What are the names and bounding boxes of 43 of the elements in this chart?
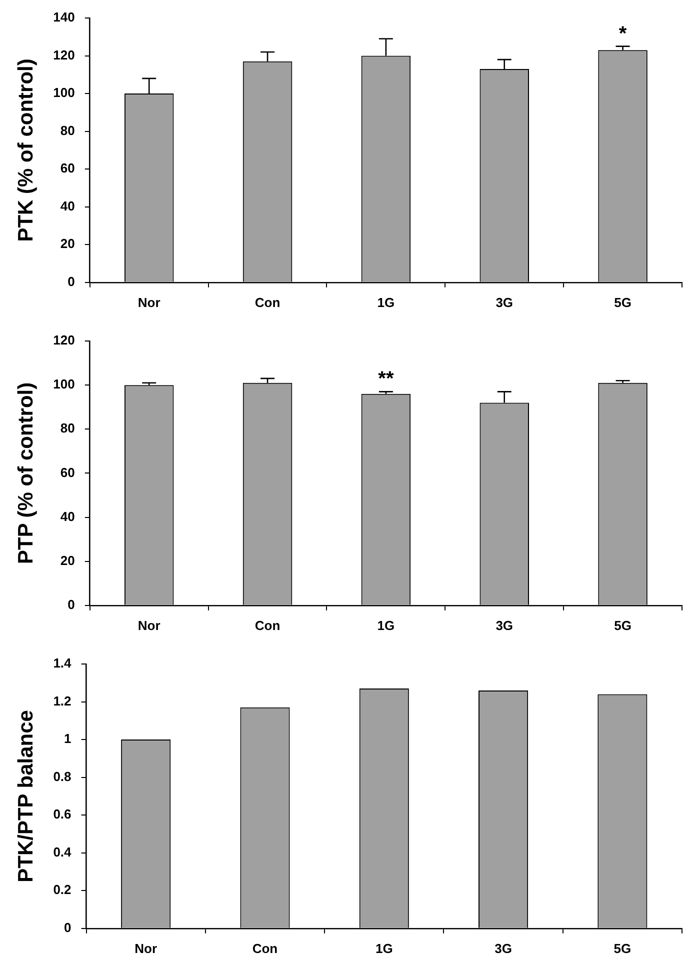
y-tick-label: 0.4 — [53, 844, 72, 860]
y-tick-label: 120 — [53, 332, 75, 348]
y-axis-title: PTK/PTP balance — [14, 710, 38, 882]
x-tick-label: Nor — [138, 618, 160, 633]
x-tick-label: 3G — [496, 618, 514, 633]
annotation: ** — [378, 368, 394, 390]
y-tick-label: 80 — [60, 122, 75, 138]
x-tick-label: 1G — [375, 940, 393, 956]
y-tick-label: 1.2 — [53, 693, 72, 708]
y-axis-title: PTK (% of control) — [14, 58, 38, 242]
x-tick-label: Nor — [134, 940, 158, 956]
x-tick-label: 1G — [377, 618, 395, 633]
y-tick-label: 0.8 — [53, 768, 72, 784]
y-axis-title: PTP (% of control) — [14, 382, 38, 564]
y-tick-label: 1.4 — [53, 656, 72, 671]
y-tick-label: 40 — [60, 198, 75, 214]
y-tick-label: 60 — [60, 160, 75, 176]
y-tick-label: 100 — [53, 85, 75, 100]
x-tick-label: 3G — [496, 294, 514, 310]
y-tick-label: 0.6 — [53, 806, 72, 822]
x-tick-label: 5G — [614, 618, 632, 633]
y-tick-label: 0 — [64, 920, 72, 935]
x-tick-label: 5G — [614, 940, 632, 956]
y-tick-label: 80 — [60, 420, 75, 436]
x-tick-label: 3G — [494, 940, 512, 956]
y-tick-label: 1 — [64, 731, 72, 746]
annotation: * — [618, 22, 627, 45]
y-tick-label: 20 — [60, 236, 75, 252]
y-tick-label: 120 — [53, 47, 75, 62]
x-tick-label: 1G — [377, 294, 395, 310]
x-tick-label: Con — [252, 940, 278, 956]
y-tick-label: 0.2 — [53, 882, 72, 898]
x-tick-label: Con — [254, 294, 280, 310]
y-tick-label: 60 — [60, 464, 75, 480]
y-tick-label: 0 — [68, 596, 75, 612]
x-tick-label: Nor — [138, 294, 160, 310]
y-tick-label: 40 — [60, 508, 75, 524]
y-tick-label: 140 — [53, 10, 75, 25]
y-tick-label: 100 — [53, 376, 75, 392]
x-tick-label: Con — [254, 618, 280, 633]
x-tick-label: 5G — [614, 294, 632, 310]
y-tick-label: 20 — [60, 552, 75, 568]
y-tick-label: 0 — [68, 274, 75, 289]
